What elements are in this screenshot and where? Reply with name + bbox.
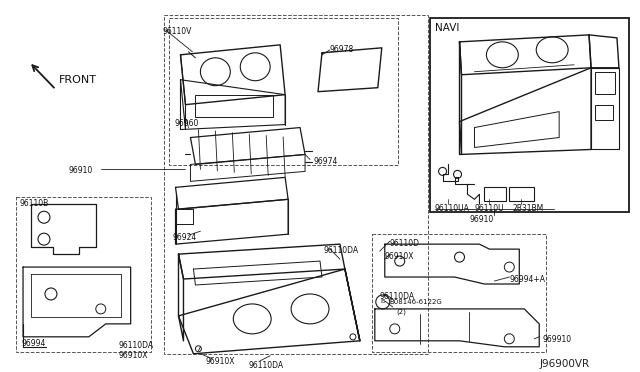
Text: J96900VR: J96900VR xyxy=(540,359,589,369)
Bar xyxy=(16,197,150,352)
Text: 96110U: 96110U xyxy=(474,204,504,213)
Bar xyxy=(168,18,397,166)
Text: B: B xyxy=(381,299,385,304)
Text: 96924: 96924 xyxy=(173,233,196,242)
Bar xyxy=(595,72,615,94)
Bar xyxy=(195,94,273,116)
Text: 96110DA: 96110DA xyxy=(248,361,284,370)
Text: 96910X: 96910X xyxy=(205,357,235,366)
Text: 96110DA: 96110DA xyxy=(380,292,415,301)
Bar xyxy=(484,187,506,201)
Text: 2B31BM: 2B31BM xyxy=(513,204,543,213)
Bar xyxy=(595,105,613,119)
Text: 96110DA: 96110DA xyxy=(324,246,359,255)
Text: B08146-6122G: B08146-6122G xyxy=(390,299,442,305)
Text: 96910: 96910 xyxy=(69,166,93,176)
Bar xyxy=(509,187,534,201)
Text: 96910X: 96910X xyxy=(118,351,148,360)
Bar xyxy=(164,15,428,354)
Bar xyxy=(372,234,546,352)
Text: 96110D: 96110D xyxy=(390,239,420,248)
Bar xyxy=(429,18,629,212)
Text: 96110DA: 96110DA xyxy=(118,341,154,350)
Text: 96910: 96910 xyxy=(470,215,493,224)
Text: NAVI: NAVI xyxy=(435,23,459,33)
Text: 96994+A: 96994+A xyxy=(509,275,545,284)
Text: 96994: 96994 xyxy=(21,339,45,348)
Text: FRONT: FRONT xyxy=(59,75,97,85)
Text: 96110V: 96110V xyxy=(163,27,192,36)
Text: 96110UA: 96110UA xyxy=(435,204,470,213)
Text: 96110B: 96110B xyxy=(19,199,48,208)
Text: 96978: 96978 xyxy=(330,45,354,54)
Text: 96960: 96960 xyxy=(175,119,199,128)
Text: 969910: 969910 xyxy=(542,335,572,344)
Text: 96910X: 96910X xyxy=(385,252,414,261)
Text: 96974: 96974 xyxy=(313,157,337,166)
Text: (2): (2) xyxy=(397,309,406,315)
